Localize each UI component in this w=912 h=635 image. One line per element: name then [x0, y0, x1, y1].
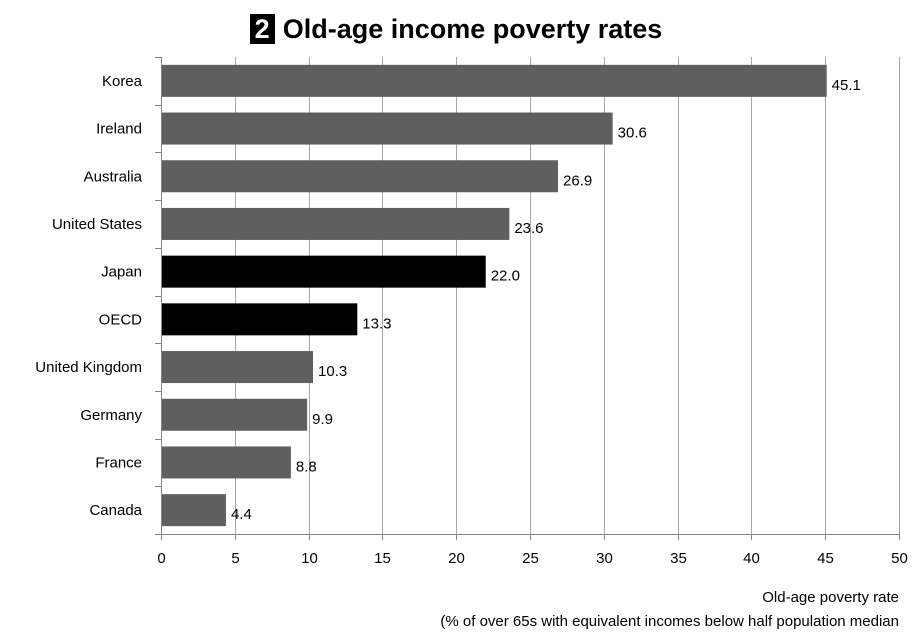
data-label: 30.6	[618, 125, 647, 142]
category-label: Ireland	[96, 121, 142, 138]
bar	[162, 207, 510, 240]
category-label: Japan	[101, 264, 142, 281]
data-label: 26.9	[563, 172, 592, 189]
x-tick-label: 25	[522, 550, 539, 567]
category-label: United Kingdom	[35, 359, 142, 376]
data-label: 4.4	[231, 506, 252, 523]
bar	[162, 160, 559, 193]
data-label: 10.3	[318, 363, 347, 380]
bar	[162, 112, 613, 145]
bar	[162, 446, 291, 479]
x-tick-label: 5	[231, 550, 239, 567]
chart-title-text: Old-age income poverty rates	[282, 14, 663, 44]
x-axis: 0 5 10 15 20 25 30 35 40 45 50	[157, 534, 908, 567]
category-label: OECD	[99, 311, 143, 328]
data-label: 13.3	[362, 315, 391, 332]
x-tick-label: 30	[596, 550, 613, 567]
data-label: 8.8	[296, 458, 317, 475]
x-tick-label: 35	[670, 550, 687, 567]
bar	[162, 351, 314, 384]
x-tick-label: 15	[374, 550, 391, 567]
chart-number-badge: 2	[249, 14, 275, 44]
x-tick-label: 45	[817, 550, 834, 567]
category-label: France	[95, 454, 142, 471]
bar	[162, 303, 358, 336]
x-tick-label: 50	[891, 550, 908, 567]
category-label: United States	[52, 216, 142, 233]
bars	[162, 64, 827, 527]
data-labels: 45.1 30.6 26.9 23.6 22.0 13.3 10.3 9.9 8.8 4.4	[231, 77, 861, 523]
bar	[162, 64, 827, 97]
x-tick-label: 40	[743, 550, 760, 567]
data-label: 23.6	[514, 220, 543, 237]
category-label: Canada	[89, 502, 142, 519]
x-tick-label: 10	[301, 550, 318, 567]
x-axis-title: Old-age poverty rate (% of over 65s with …	[440, 589, 899, 630]
data-label: 9.9	[312, 411, 333, 428]
bar	[162, 494, 226, 527]
x-axis-title-line: (% of over 65s with equivalent incomes b…	[440, 613, 899, 630]
category-labels: Korea Ireland Australia United States Japan O…	[35, 73, 142, 519]
bar	[162, 398, 308, 431]
category-label: Germany	[80, 407, 142, 424]
x-axis-title-line: Old-age poverty rate	[762, 589, 899, 606]
x-tick-label: 20	[448, 550, 465, 567]
category-label: Korea	[102, 73, 143, 90]
x-tick-label: 0	[157, 550, 165, 567]
data-label: 22.0	[491, 268, 520, 285]
y-axis	[155, 57, 162, 535]
data-label: 45.1	[832, 77, 861, 94]
bar	[162, 255, 486, 288]
chart-title: 2 Old-age income poverty rates	[0, 14, 912, 45]
category-label: Australia	[84, 168, 143, 185]
